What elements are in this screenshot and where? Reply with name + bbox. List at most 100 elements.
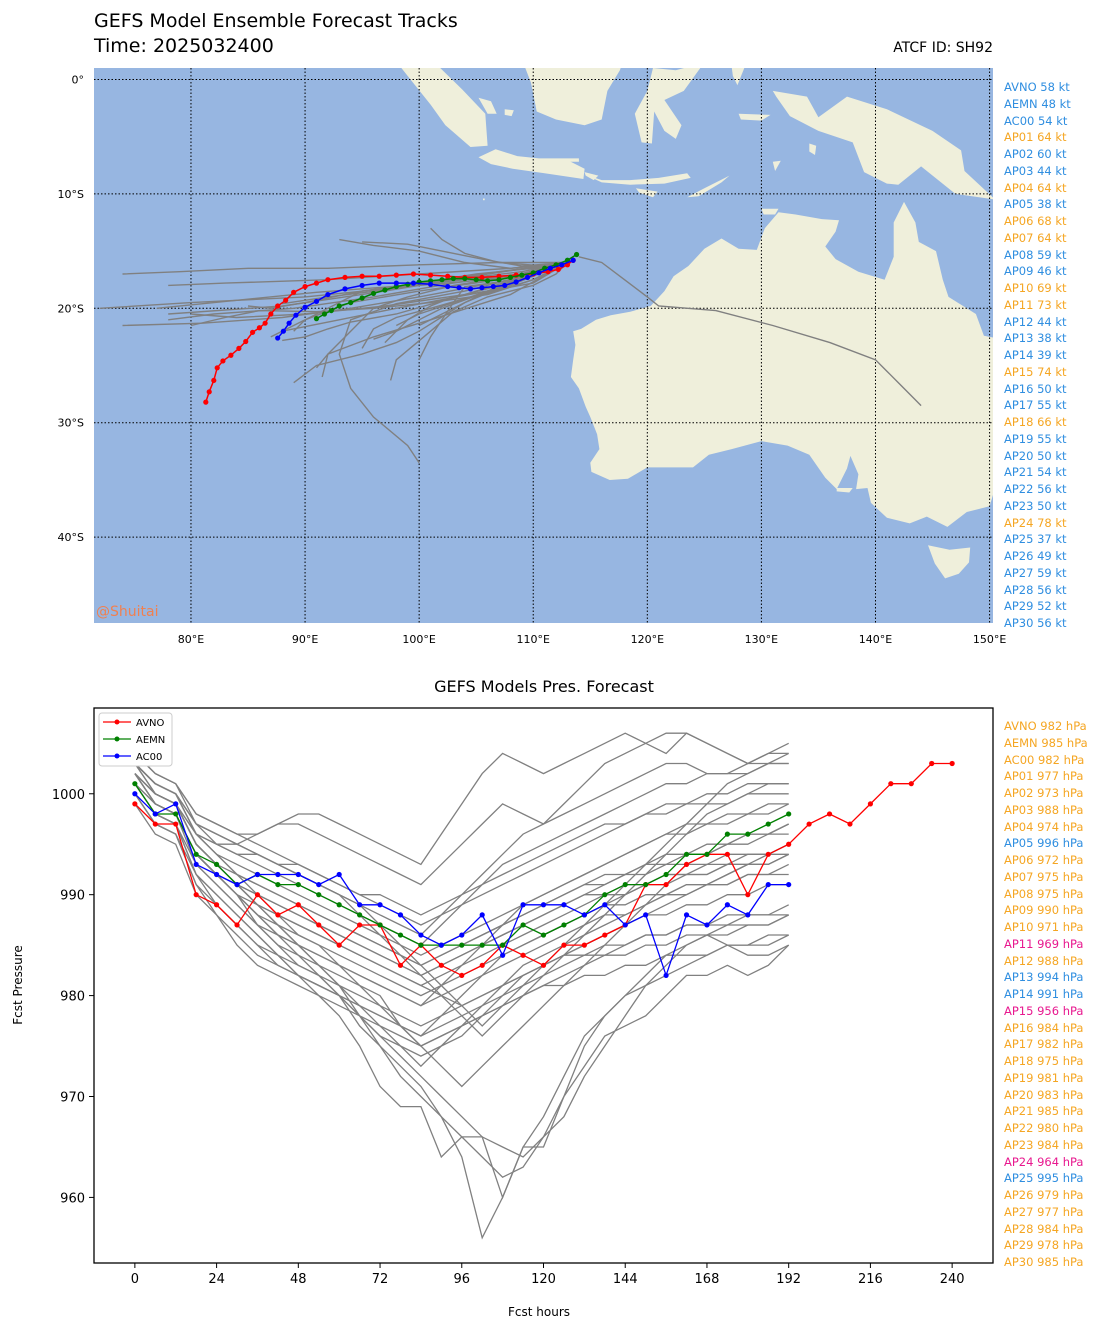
wind-list-item: AP04 64 kt bbox=[1004, 180, 1067, 195]
pressure-point bbox=[949, 760, 955, 767]
pressure-chart-title: GEFS Models Pres. Forecast bbox=[434, 677, 654, 696]
pressure-point bbox=[520, 922, 526, 928]
pressure-point bbox=[602, 932, 608, 938]
pressure-point bbox=[622, 922, 628, 928]
ensemble-pressure-line bbox=[134, 732, 789, 866]
pressure-ylabel: Fcst Pressure bbox=[10, 945, 25, 1025]
pressure-point bbox=[786, 881, 792, 888]
pressure-point bbox=[275, 871, 281, 878]
pressure-list-item: AEMN 985 hPa bbox=[1004, 735, 1088, 750]
track-point bbox=[393, 272, 399, 278]
wind-list-item: AP20 50 kt bbox=[1004, 448, 1067, 463]
pressure-list-item: AP08 975 hPa bbox=[1004, 886, 1084, 901]
pressure-list-item: AP13 994 hPa bbox=[1004, 970, 1084, 985]
pressure-plot-area bbox=[132, 732, 955, 1240]
pressure-point bbox=[683, 912, 690, 918]
pressure-point bbox=[581, 942, 587, 948]
wind-list-item: AP23 50 kt bbox=[1004, 498, 1067, 513]
track-point bbox=[342, 286, 348, 292]
land-christmas bbox=[483, 198, 485, 201]
wind-list-item: AP11 73 kt bbox=[1004, 297, 1067, 312]
wind-list-item: AC00 54 kt bbox=[1004, 113, 1068, 128]
track-point bbox=[325, 291, 331, 298]
pressure-point bbox=[540, 902, 547, 908]
wind-list-item: AP26 49 kt bbox=[1004, 549, 1067, 563]
ensemble-pressure-line bbox=[134, 783, 790, 1200]
ensemble-pressure-line bbox=[134, 793, 789, 1047]
pressure-point bbox=[765, 851, 771, 857]
pressure-line-avno bbox=[134, 762, 953, 977]
lon-tick-label: 120°E bbox=[631, 633, 664, 646]
track-point bbox=[328, 307, 334, 314]
x-tick-label: 0 bbox=[131, 1272, 139, 1287]
track-point bbox=[293, 312, 299, 318]
ensemble-pressure-line bbox=[134, 763, 789, 1158]
pressure-point bbox=[847, 821, 853, 827]
wind-list-item: AP03 44 kt bbox=[1004, 163, 1067, 178]
track-point bbox=[490, 283, 496, 290]
ensemble-pressure-line bbox=[134, 773, 789, 1007]
legend-label: AVNO bbox=[136, 718, 165, 729]
pressure-point bbox=[275, 881, 281, 888]
ensemble-pressure-line bbox=[134, 732, 789, 886]
x-tick-label: 24 bbox=[208, 1272, 225, 1287]
pressure-list-item: AP25 995 hPa bbox=[1004, 1171, 1084, 1186]
ensemble-track bbox=[282, 261, 568, 305]
pressure-point bbox=[438, 942, 444, 948]
track-point bbox=[359, 273, 365, 279]
pressure-point bbox=[908, 781, 914, 787]
land-sumba bbox=[635, 188, 658, 198]
land-lesser-sunda bbox=[584, 173, 691, 185]
wind-list-item: AP12 44 kt bbox=[1004, 314, 1067, 329]
pressure-point bbox=[336, 871, 342, 878]
pressure-point bbox=[704, 851, 710, 857]
pressure-point bbox=[254, 871, 261, 878]
track-point bbox=[283, 297, 289, 303]
pressure-point bbox=[152, 811, 158, 817]
pressure-point bbox=[316, 922, 322, 928]
track-point bbox=[410, 271, 417, 277]
pressure-point bbox=[152, 821, 158, 827]
y-tick-label: 960 bbox=[60, 1191, 85, 1206]
y-tick-label: 990 bbox=[60, 889, 85, 904]
pressure-point bbox=[132, 791, 138, 797]
land-sumatra bbox=[401, 68, 488, 147]
track-point bbox=[445, 273, 451, 279]
pressure-point bbox=[540, 962, 547, 968]
pressure-list-item: AP03 988 hPa bbox=[1004, 802, 1084, 817]
track-point bbox=[359, 295, 365, 301]
track-point bbox=[573, 251, 580, 258]
pressure-point bbox=[193, 861, 199, 868]
wind-list-item: AP01 64 kt bbox=[1004, 130, 1067, 145]
track-point bbox=[220, 358, 226, 364]
x-tick-label: 168 bbox=[695, 1272, 720, 1287]
pressure-point bbox=[295, 881, 301, 888]
ensemble-pressure-line bbox=[134, 752, 789, 926]
track-point bbox=[291, 289, 297, 295]
legend-marker bbox=[114, 736, 120, 742]
pressure-point bbox=[295, 902, 301, 908]
track-point bbox=[393, 280, 399, 286]
pressure-point bbox=[336, 902, 342, 908]
track-point bbox=[268, 311, 274, 317]
pressure-point bbox=[500, 952, 506, 958]
track-point bbox=[524, 274, 531, 281]
watermark: @Shuitai bbox=[96, 604, 158, 620]
track-point bbox=[445, 283, 451, 290]
pressure-point bbox=[397, 962, 404, 968]
wind-list-item: AP28 56 kt bbox=[1004, 582, 1067, 597]
wind-list-item: AP27 59 kt bbox=[1004, 565, 1067, 580]
track-point bbox=[275, 303, 281, 309]
track-point bbox=[313, 280, 320, 286]
map-title: GEFS Model Ensemble Forecast Tracks bbox=[94, 10, 458, 32]
land-bali bbox=[584, 172, 599, 181]
track-point bbox=[382, 287, 388, 293]
pressure-point bbox=[602, 892, 608, 898]
pressure-point bbox=[581, 912, 587, 918]
x-tick-label: 216 bbox=[858, 1272, 883, 1287]
x-tick-label: 120 bbox=[531, 1272, 556, 1287]
pressure-point bbox=[561, 922, 567, 928]
x-tick-label: 72 bbox=[372, 1272, 389, 1287]
legend-label: AEMN bbox=[136, 735, 165, 746]
